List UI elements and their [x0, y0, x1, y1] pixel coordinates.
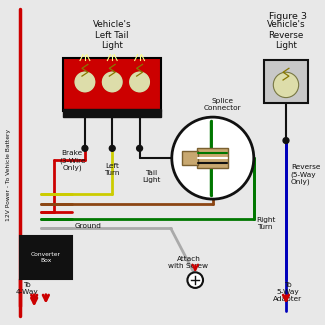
Text: Converter
Box: Converter Box — [31, 252, 61, 263]
Text: Reverse
(5-Way
Only): Reverse (5-Way Only) — [291, 164, 320, 185]
Text: Ground: Ground — [74, 223, 101, 229]
Circle shape — [82, 145, 88, 151]
Circle shape — [75, 72, 95, 92]
FancyBboxPatch shape — [63, 109, 161, 117]
FancyBboxPatch shape — [182, 151, 198, 165]
Text: To
5-Way
Adapter: To 5-Way Adapter — [273, 282, 303, 302]
Text: To
4-Way: To 4-Way — [16, 282, 39, 295]
Text: Attach
with Screw: Attach with Screw — [168, 256, 208, 269]
Text: Figure 3: Figure 3 — [269, 12, 307, 21]
Text: Brake
(3-Wire
Only): Brake (3-Wire Only) — [59, 150, 85, 171]
Circle shape — [75, 72, 95, 92]
Circle shape — [136, 145, 142, 151]
Circle shape — [283, 137, 289, 143]
FancyBboxPatch shape — [197, 148, 228, 168]
Circle shape — [130, 72, 150, 92]
FancyBboxPatch shape — [63, 58, 161, 111]
Text: Vehicle's
Reverse
Light: Vehicle's Reverse Light — [267, 20, 305, 50]
Polygon shape — [172, 140, 191, 176]
Text: Tail
Light: Tail Light — [142, 170, 161, 183]
Text: Left
Turn: Left Turn — [105, 163, 120, 176]
Circle shape — [130, 72, 150, 92]
Circle shape — [109, 145, 115, 151]
Circle shape — [172, 117, 254, 199]
Circle shape — [102, 72, 122, 92]
Text: Splice
Connector: Splice Connector — [204, 98, 241, 111]
FancyBboxPatch shape — [264, 60, 308, 103]
Circle shape — [188, 272, 203, 288]
Circle shape — [102, 72, 122, 92]
Text: Right
Turn: Right Turn — [257, 217, 276, 230]
Circle shape — [273, 72, 299, 98]
Text: Vehicle's
Left Tail
Light: Vehicle's Left Tail Light — [93, 20, 132, 50]
Text: 12V Power - To Vehicle Battery: 12V Power - To Vehicle Battery — [6, 129, 11, 221]
FancyBboxPatch shape — [20, 236, 72, 279]
